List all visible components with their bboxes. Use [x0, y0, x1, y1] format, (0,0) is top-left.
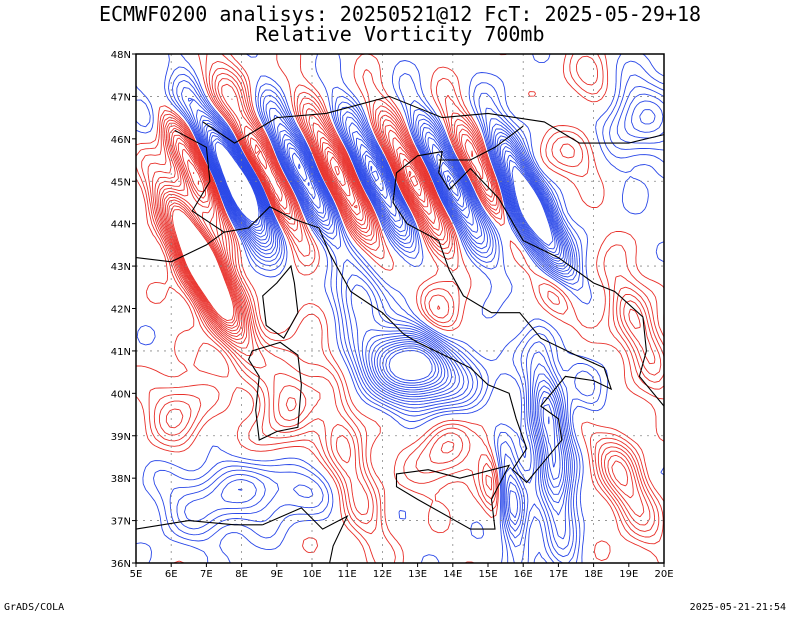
lat-tick-label: 40N [111, 389, 131, 400]
lon-tick-label: 12E [373, 569, 392, 580]
lon-tick-label: 9E [270, 569, 283, 580]
lon-tick-label: 15E [478, 569, 497, 580]
lat-tick-label: 38N [111, 474, 131, 485]
negative-vorticity-contour [187, 97, 664, 540]
lon-tick-label: 17E [549, 569, 568, 580]
lat-tick-label: 41N [111, 347, 131, 358]
france-italy-border [174, 129, 225, 233]
positive-vorticity-contour [154, 78, 656, 518]
lat-tick-label: 37N [111, 517, 131, 528]
positive-vorticity-contour [159, 129, 484, 341]
lat-tick-label: 46N [111, 135, 131, 146]
positive-vorticity-contour [164, 142, 429, 332]
lon-tick-label: 5E [130, 569, 143, 580]
lat-tick-label: 36N [111, 559, 131, 570]
negative-vorticity-contour [205, 125, 565, 481]
positive-vorticity-contour [168, 156, 422, 327]
lon-tick-label: 19E [619, 569, 638, 580]
italy-balkan-coastline [223, 150, 664, 484]
negative-vorticity-contour [199, 115, 570, 519]
coastlines [136, 95, 664, 563]
lat-tick-label: 44N [111, 220, 131, 231]
french-coastline [136, 231, 225, 263]
positive-vorticity-contour [166, 148, 426, 329]
positive-vorticity-contour [171, 209, 235, 322]
lon-tick-label: 8E [235, 569, 248, 580]
lon-tick-label: 18E [584, 569, 603, 580]
lon-tick-label: 7E [200, 569, 213, 580]
lat-tick-label: 42N [111, 305, 131, 316]
negative-vorticity-contour [176, 79, 664, 558]
negative-vorticity-contour [136, 60, 664, 563]
lon-tick-label: 14E [443, 569, 462, 580]
positive-vorticity-contour [163, 137, 432, 334]
render-timestamp: 2025-05-21-21:54 [689, 602, 786, 613]
tunisia-coast [262, 507, 349, 563]
software-credit: GrADS/COLA [4, 602, 65, 613]
alpine-borders [202, 95, 664, 144]
positive-vorticity-contour [136, 54, 664, 563]
lat-tick-label: 39N [111, 432, 131, 443]
map-title: ECMWF0200 analisys: 20250521@12 FcT: 202… [98, 2, 702, 26]
latitude-axis: 36N 37N 38N 39N 40N 41N 42N 43N 44N 45N 46N 47N 48N [111, 50, 136, 570]
corsica-coast [262, 264, 299, 340]
negative-vorticity-contour [212, 138, 556, 384]
lat-tick-label: 45N [111, 177, 131, 188]
negative-vorticity-contour [136, 54, 664, 563]
algeria-coast [136, 520, 263, 530]
sardinia-coast [247, 341, 302, 441]
lat-tick-label: 47N [111, 92, 131, 103]
negative-vorticity-contour [169, 73, 664, 563]
sicily-coast [395, 464, 511, 530]
positive-vorticity-contour [141, 55, 664, 538]
lon-tick-label: 11E [338, 569, 357, 580]
lon-tick-label: 13E [408, 569, 427, 580]
map-subtitle: Relative Vorticity 700mb [255, 22, 545, 46]
slovenia-croatia-border [438, 125, 524, 161]
lon-tick-label: 10E [302, 569, 321, 580]
positive-vorticity-contour [152, 72, 662, 526]
lon-tick-label: 16E [514, 569, 533, 580]
longitude-axis: 5E 6E 7E 8E 9E 10E 11E 12E 13E 14E 15E 16E 17E 18E 19E… [130, 563, 674, 580]
lon-tick-label: 20E [654, 569, 673, 580]
positive-vorticity-contour [161, 134, 474, 338]
positive-vorticity-contour [147, 67, 664, 532]
lat-tick-label: 43N [111, 262, 131, 273]
lat-tick-label: 48N [111, 50, 131, 61]
negative-vorticity-contour [201, 119, 568, 495]
lon-tick-label: 6E [165, 569, 178, 580]
negative-vorticity-contour [208, 131, 560, 425]
